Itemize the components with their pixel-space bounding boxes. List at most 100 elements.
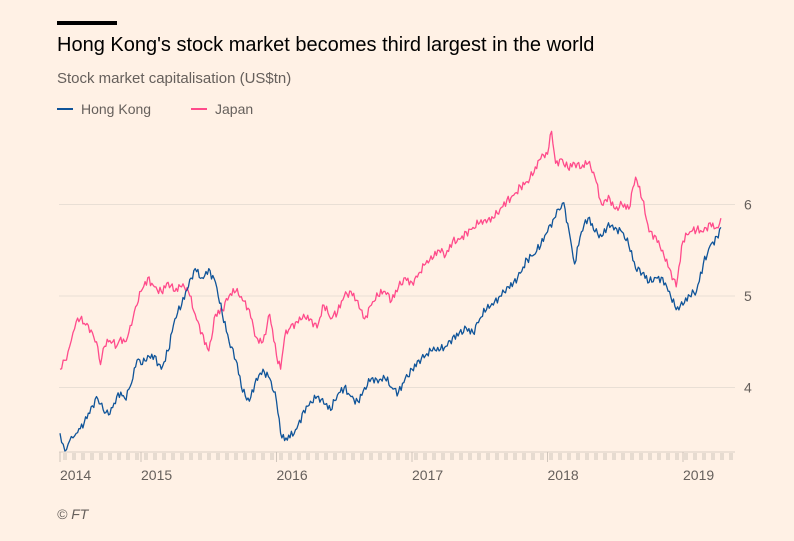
- x-axis-minor-tick: [666, 453, 670, 460]
- x-axis-minor-tick: [81, 453, 85, 460]
- x-tick-label-2018: 2018: [548, 467, 579, 483]
- x-tick-label-2019: 2019: [683, 467, 714, 483]
- gridlines: [59, 204, 735, 388]
- x-axis-minor-tick: [171, 453, 175, 460]
- x-axis-minor-tick: [396, 453, 400, 460]
- x-axis-minor-tick: [270, 453, 274, 460]
- x-axis-minor-tick: [261, 453, 265, 460]
- x-axis-minor-tick: [207, 453, 211, 460]
- x-axis-minor-tick: [504, 453, 508, 460]
- x-axis-minor-tick: [387, 453, 391, 460]
- chart-title: Hong Kong's stock market becomes third l…: [57, 34, 595, 56]
- x-axis-minor-tick: [108, 453, 112, 460]
- x-axis-minor-tick: [414, 453, 418, 460]
- x-axis-minor-tick: [711, 453, 715, 460]
- x-axis-minor-tick: [639, 453, 643, 460]
- x-tick-label-2017: 2017: [412, 467, 443, 483]
- x-axis-minor-tick: [729, 453, 733, 460]
- y-tick-label-5: 5: [744, 288, 752, 304]
- header-accent-bar: [57, 21, 117, 25]
- x-axis-minor-tick: [288, 453, 292, 460]
- x-axis-minor-tick: [126, 453, 130, 460]
- legend-label-hong-kong: Hong Kong: [81, 101, 152, 117]
- x-axis-minor-tick: [297, 453, 301, 460]
- x-axis-minor-tick: [675, 453, 679, 460]
- x-axis-minor-tick: [585, 453, 589, 460]
- x-axis-minor-tick: [522, 453, 526, 460]
- x-axis-minor-tick: [117, 453, 121, 460]
- x-axis-minor-tick: [441, 453, 445, 460]
- x-axis-minor-tick: [486, 453, 490, 460]
- x-axis-minor-tick: [702, 453, 706, 460]
- x-tick-label-2014: 2014: [60, 467, 91, 483]
- x-axis-minor-tick: [630, 453, 634, 460]
- x-axis-minor-tick: [720, 453, 724, 460]
- x-axis-minor-tick: [450, 453, 454, 460]
- x-axis-minor-tick: [558, 453, 562, 460]
- x-axis-minor-tick: [342, 453, 346, 460]
- x-axis-minor-tick: [225, 453, 229, 460]
- x-axis-minor-tick: [432, 453, 436, 460]
- x-tick-label-2015: 2015: [141, 467, 172, 483]
- x-axis-minor-tick: [540, 453, 544, 460]
- x-axis-minor-tick: [90, 453, 94, 460]
- x-axis-minor-tick: [243, 453, 247, 460]
- x-axis-minor-tick: [63, 453, 67, 460]
- y-tick-label-6: 6: [744, 197, 752, 213]
- x-axis-minor-tick: [621, 453, 625, 460]
- x-axis-minor-tick: [513, 453, 517, 460]
- x-axis-minor-tick: [378, 453, 382, 460]
- x-axis-minor-tick: [279, 453, 283, 460]
- x-axis-minor-tick: [468, 453, 472, 460]
- legend-swatch-japan: [191, 108, 207, 110]
- x-axis-minor-tick: [180, 453, 184, 460]
- x-axis-minor-tick: [576, 453, 580, 460]
- x-axis-minor-tick: [234, 453, 238, 460]
- x-axis-minor-tick: [360, 453, 364, 460]
- copyright-credit: © FT: [57, 506, 89, 522]
- x-axis-minor-tick: [567, 453, 571, 460]
- x-tick-label-2016: 2016: [277, 467, 308, 483]
- x-axis-minor-tick: [612, 453, 616, 460]
- y-axis: 4 5 6: [744, 197, 752, 396]
- x-axis-minor-tick: [405, 453, 409, 460]
- x-axis-minor-tick: [315, 453, 319, 460]
- legend: Hong Kong Japan: [57, 101, 325, 117]
- x-axis: 2014 2015 2016 2017 2018 2019: [59, 451, 735, 483]
- legend-item-japan: Japan: [191, 101, 325, 117]
- x-axis-minor-tick: [693, 453, 697, 460]
- x-axis-minor-tick: [198, 453, 202, 460]
- x-axis-minor-tick: [144, 453, 148, 460]
- legend-label-japan: Japan: [215, 101, 254, 117]
- x-axis-minor-tick: [594, 453, 598, 460]
- x-axis-minor-tick: [162, 453, 166, 460]
- x-axis-minor-tick: [684, 453, 688, 460]
- x-axis-minor-tick: [252, 453, 256, 460]
- legend-swatch-hong-kong: [57, 108, 73, 110]
- x-axis-minor-tick: [459, 453, 463, 460]
- x-axis-minor-tick: [324, 453, 328, 460]
- x-axis-minor-tick: [531, 453, 535, 460]
- chart-subtitle: Stock market capitalisation (US$tn): [57, 70, 292, 87]
- x-axis-minor-tick: [495, 453, 499, 460]
- y-tick-label-4: 4: [744, 380, 752, 396]
- x-axis-minor-tick: [135, 453, 139, 460]
- x-axis-minor-tick: [99, 453, 103, 460]
- x-axis-minor-tick: [306, 453, 310, 460]
- series-line-hong-kong: [59, 202, 722, 452]
- x-axis-minor-tick: [216, 453, 220, 460]
- x-axis-minor-tick: [657, 453, 661, 460]
- x-axis-minor-tick: [423, 453, 427, 460]
- x-axis-minor-tick: [369, 453, 373, 460]
- x-axis-minor-tick: [549, 453, 553, 460]
- x-axis-minor-tick: [72, 453, 76, 460]
- x-axis-minor-tick: [351, 453, 355, 460]
- x-axis-minor-tick: [603, 453, 607, 460]
- series-lines: [59, 130, 722, 452]
- series-line-japan: [59, 130, 722, 370]
- x-axis-minor-tick: [153, 453, 157, 460]
- x-axis-minor-tick: [477, 453, 481, 460]
- legend-item-hong-kong: Hong Kong: [57, 101, 191, 117]
- x-axis-minor-tick: [333, 453, 337, 460]
